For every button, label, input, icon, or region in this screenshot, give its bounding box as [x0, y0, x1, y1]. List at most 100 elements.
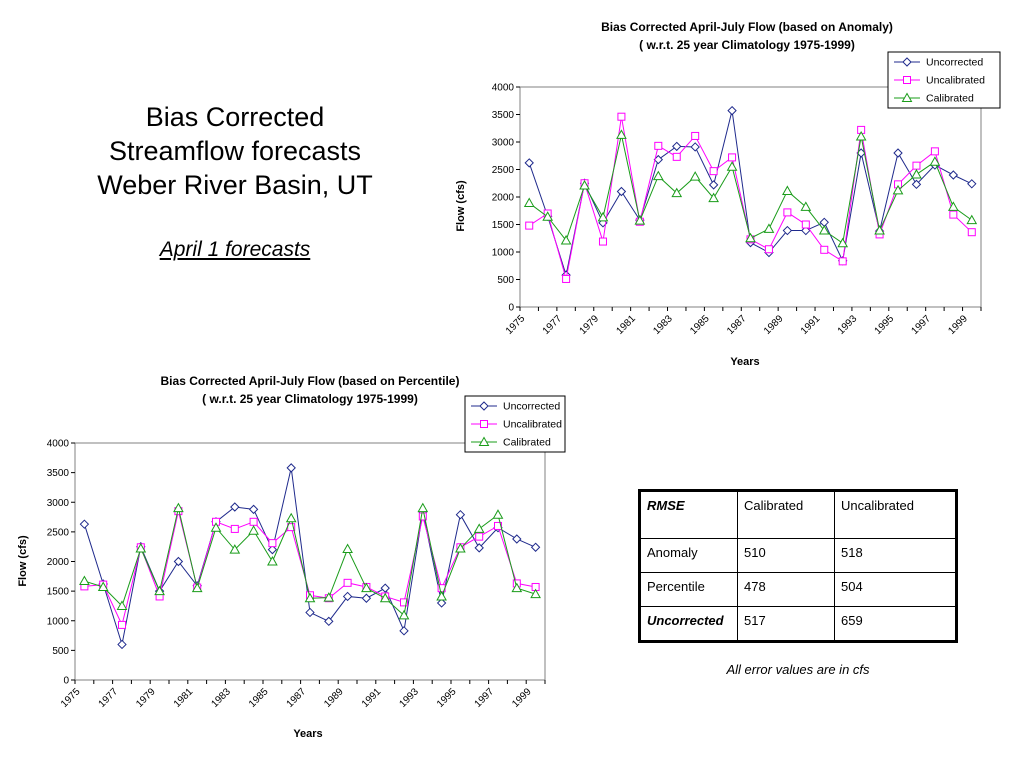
- data-point-uncorrected: [530, 542, 541, 552]
- data-point-calibrated: [579, 179, 590, 190]
- y-tick-label: 1500: [47, 587, 70, 598]
- x-tick-label: 1977: [541, 313, 565, 337]
- y-tick-label: 1500: [492, 220, 515, 231]
- x-tick-label: 1991: [799, 313, 823, 337]
- data-point-calibrated: [947, 201, 959, 211]
- percentile-chart: Bias Corrected April-July Flow (based on…: [17, 374, 566, 740]
- table-cell: 659: [834, 606, 957, 642]
- data-point-calibrated: [492, 509, 504, 519]
- data-point-calibrated: [818, 225, 830, 235]
- chart-title: Bias Corrected April-July Flow (based on…: [601, 20, 893, 34]
- data-point-calibrated: [97, 581, 109, 591]
- plot-area: [74, 442, 546, 681]
- x-tick-label: 1979: [578, 313, 602, 337]
- data-point-calibrated: [398, 609, 410, 620]
- data-point-uncorrected: [893, 148, 903, 158]
- data-point-uncorrected: [708, 180, 719, 190]
- table-header-cell: Uncalibrated: [834, 490, 957, 539]
- table-cell: 518: [834, 538, 957, 573]
- table-cell: 517: [737, 606, 835, 642]
- data-point-calibrated: [726, 161, 738, 171]
- data-point-calibrated: [323, 592, 335, 602]
- data-point-calibrated: [911, 168, 922, 179]
- x-tick-label: 1993: [397, 686, 421, 710]
- data-point-uncalibrated: [838, 257, 847, 266]
- data-point-uncalibrated: [672, 152, 681, 161]
- data-point-uncorrected: [399, 626, 409, 636]
- table-cell: 510: [737, 538, 835, 573]
- title-line-3: Weber River Basin, UT: [97, 170, 373, 200]
- title-line-1: Bias Corrected: [145, 102, 325, 132]
- x-tick-label: 1993: [836, 313, 860, 337]
- data-point-calibrated: [616, 129, 627, 139]
- legend: Uncorrected Uncalibrated Calibrated: [887, 51, 1001, 109]
- legend-label: Uncorrected: [503, 401, 560, 413]
- x-tick-label: 1995: [435, 686, 459, 710]
- x-tick-label: 1987: [725, 313, 749, 337]
- data-point-uncalibrated: [801, 220, 810, 229]
- data-point-uncalibrated: [967, 228, 976, 237]
- y-tick-label: 3000: [492, 138, 515, 149]
- data-point-calibrated: [210, 522, 222, 532]
- data-point-uncalibrated: [562, 274, 571, 283]
- y-tick-label: 500: [497, 275, 514, 286]
- data-point-calibrated: [782, 185, 793, 195]
- error-units-note: All error values are in cfs: [726, 662, 870, 677]
- data-point-uncorrected: [248, 504, 259, 515]
- data-point-calibrated: [671, 187, 683, 198]
- data-point-uncorrected: [173, 556, 184, 567]
- table-cell: 478: [737, 572, 835, 607]
- data-point-uncalibrated: [728, 153, 737, 162]
- y-tick-label: 2500: [492, 165, 515, 176]
- data-point-uncorrected: [230, 502, 240, 512]
- y-axis-label: Flow (cfs): [455, 180, 467, 232]
- rmse-table: RMSE Calibrated Uncalibrated Anomaly 510…: [638, 489, 958, 643]
- data-point-calibrated: [530, 588, 541, 599]
- legend-label: Calibrated: [926, 93, 974, 105]
- table-cell: 504: [834, 572, 957, 607]
- x-tick-label: 1985: [247, 686, 271, 710]
- table-cell: Uncorrected: [639, 606, 738, 642]
- data-point-calibrated: [800, 201, 812, 211]
- data-point-uncalibrated: [494, 521, 502, 530]
- data-point-calibrated: [837, 237, 849, 248]
- data-point-calibrated: [874, 225, 885, 235]
- data-point-uncorrected: [455, 509, 466, 520]
- x-tick-label: 1997: [910, 313, 934, 337]
- data-point-uncorrected: [782, 225, 793, 236]
- data-point-uncalibrated: [118, 620, 126, 629]
- data-point-calibrated: [436, 590, 447, 601]
- chart-subtitle: ( w.r.t. 25 year Climatology 1975-1999): [639, 38, 855, 52]
- legend-marker: [480, 420, 488, 428]
- y-tick-label: 2000: [492, 193, 515, 204]
- data-point-uncorrected: [911, 179, 922, 190]
- data-point-uncalibrated: [598, 237, 607, 246]
- y-tick-label: 0: [63, 676, 69, 687]
- data-point-calibrated: [135, 542, 147, 553]
- data-point-uncorrected: [117, 639, 127, 650]
- x-tick-label: 1983: [651, 313, 675, 337]
- legend-label: Calibrated: [503, 437, 551, 449]
- data-point-uncorrected: [801, 225, 811, 236]
- legend: Uncorrected Uncalibrated Calibrated: [464, 395, 566, 453]
- data-point-calibrated: [455, 542, 466, 553]
- y-tick-label: 2500: [47, 527, 70, 538]
- x-tick-label: 1989: [762, 313, 786, 337]
- data-point-uncalibrated: [691, 131, 700, 140]
- legend-label: Uncorrected: [926, 57, 983, 69]
- title-line-2: Streamflow forecasts: [108, 136, 362, 166]
- data-point-calibrated: [929, 156, 941, 166]
- data-point-uncorrected: [524, 158, 534, 168]
- data-point-uncorrected: [79, 519, 90, 529]
- y-tick-label: 3000: [47, 498, 70, 509]
- x-tick-label: 1997: [473, 686, 497, 710]
- x-axis-label: Years: [730, 356, 759, 368]
- data-point-calibrated: [379, 592, 391, 603]
- legend-marker: [478, 436, 490, 446]
- data-point-calibrated: [542, 211, 554, 221]
- y-tick-label: 4000: [47, 439, 70, 450]
- data-point-uncorrected: [672, 141, 682, 152]
- data-point-uncalibrated: [912, 161, 921, 170]
- data-point-uncorrected: [267, 544, 278, 555]
- data-point-uncorrected: [286, 463, 296, 473]
